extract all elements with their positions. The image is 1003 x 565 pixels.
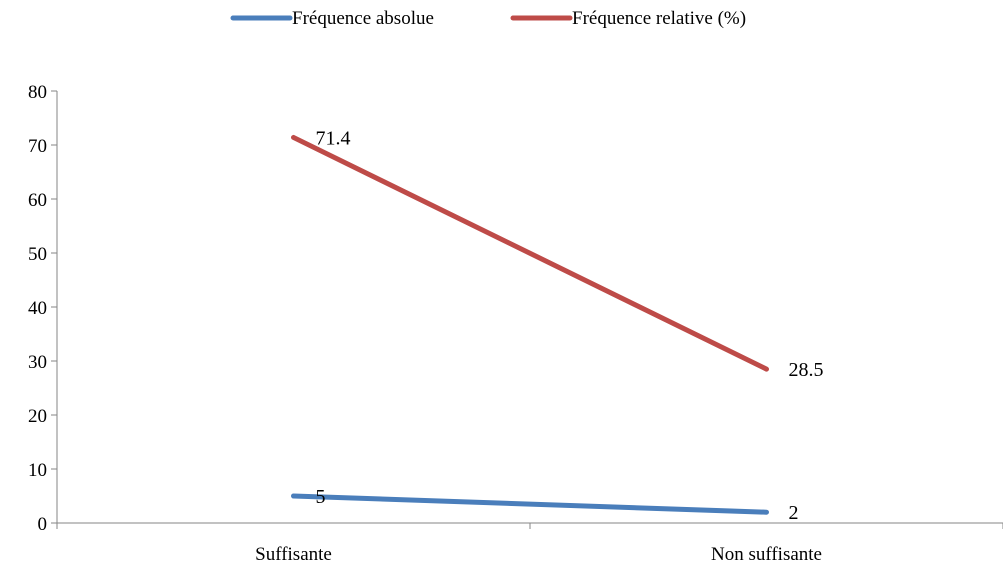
legend-item-relative: Fréquence relative (%) [510,8,746,29]
x-tick-label-0: Suffisante [255,544,332,565]
series-line-absolute [291,493,769,515]
legend-label-absolute: Fréquence absolue [292,8,434,29]
x-tick-label-1: Non suffisante [711,544,822,565]
data-label-relative-suffisante: 71.4 [316,127,351,149]
legend-item-absolute: Fréquence absolue [230,8,434,29]
y-tick-label-80: 80 [28,82,47,103]
y-axis-ticks: 0 10 20 30 40 50 60 70 80 [28,82,57,535]
y-tick-label-50: 50 [28,244,47,265]
y-tick-label-30: 30 [28,352,47,373]
data-label-absolute-non-suffisante: 2 [789,502,799,524]
x-axis-ticks: Suffisante Non suffisante [56,523,1003,565]
y-tick-label-10: 10 [28,460,47,481]
data-label-relative-non-suffisante: 28.5 [789,359,824,381]
y-tick-label-20: 20 [28,406,47,427]
y-tick-label-40: 40 [28,298,47,319]
data-label-absolute-suffisante: 5 [316,486,326,508]
y-tick-label-0: 0 [38,514,48,535]
series-lines [291,134,769,515]
y-tick-label-70: 70 [28,136,47,157]
series-line-relative [291,134,769,372]
y-tick-label-60: 60 [28,190,47,211]
legend: Fréquence absolue Fréquence relative (%) [230,8,746,29]
data-labels: 5 2 71.4 28.5 [316,127,824,524]
legend-label-relative: Fréquence relative (%) [572,8,746,29]
axes [56,91,1003,524]
